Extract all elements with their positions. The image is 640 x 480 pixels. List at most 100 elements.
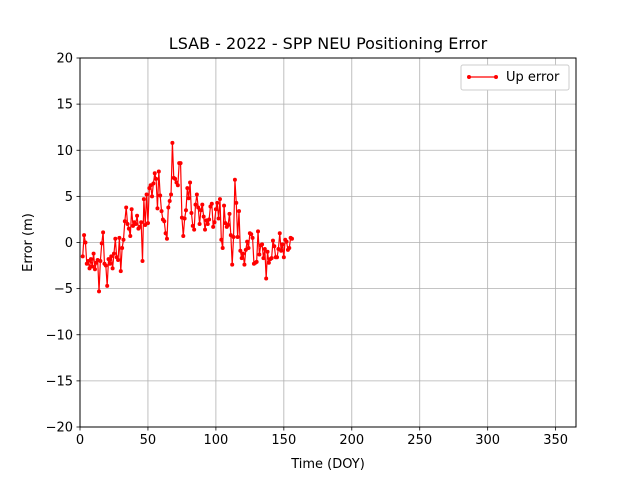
data-point [246, 246, 251, 251]
data-point [111, 251, 116, 256]
data-point [99, 241, 104, 246]
data-point [162, 219, 167, 224]
data-point [163, 231, 168, 236]
y-tick-label: 15 [56, 98, 73, 113]
data-point [239, 256, 244, 261]
x-axis-label: Time (DOY) [290, 457, 365, 472]
data-point [266, 260, 271, 265]
data-point [242, 262, 247, 267]
data-point [198, 208, 203, 213]
data-point [254, 259, 259, 264]
x-tick-label: 200 [339, 433, 364, 448]
y-axis-label: Error (m) [21, 213, 36, 272]
data-point [257, 252, 262, 257]
data-point [185, 186, 190, 191]
legend: Up error [460, 64, 570, 91]
data-point [166, 205, 171, 210]
data-point [193, 202, 198, 207]
data-point [262, 246, 267, 251]
data-point [126, 226, 131, 231]
data-point [83, 240, 88, 245]
data-point [139, 220, 144, 225]
data-point [151, 181, 156, 186]
x-tick-label: 0 [76, 433, 84, 448]
data-point [164, 236, 169, 241]
legend-label-up-error: Up error [506, 70, 560, 85]
data-point [219, 237, 224, 242]
data-point [200, 202, 205, 207]
data-point [189, 210, 194, 215]
data-point [88, 257, 93, 262]
chart-title: LSAB - 2022 - SPP NEU Positioning Error [169, 34, 488, 53]
x-tick-label: 300 [475, 433, 500, 448]
data-point [158, 193, 163, 198]
data-point [289, 236, 294, 241]
data-point [98, 258, 103, 263]
data-point [231, 234, 236, 239]
data-point [103, 263, 108, 268]
data-point [201, 214, 206, 219]
y-tick-label: −15 [46, 374, 73, 389]
data-point [167, 198, 172, 203]
legend-box [460, 64, 570, 91]
data-point [203, 227, 208, 232]
data-point [178, 161, 183, 166]
data-point [284, 239, 289, 244]
data-point [209, 201, 214, 206]
data-point [236, 209, 241, 214]
data-point [105, 283, 110, 288]
data-point [211, 224, 216, 229]
data-point [124, 205, 129, 210]
data-point [217, 197, 222, 202]
data-point [145, 221, 150, 226]
data-point [222, 203, 227, 208]
data-point [109, 254, 114, 259]
data-point [215, 200, 220, 205]
data-point [265, 249, 270, 254]
data-point [269, 256, 274, 261]
data-point [212, 220, 217, 225]
x-tick-label: 100 [203, 433, 228, 448]
data-point [235, 234, 240, 239]
data-point [264, 276, 269, 281]
data-point [155, 206, 160, 211]
data-point [82, 233, 87, 238]
data-point [245, 239, 250, 244]
data-point [156, 169, 161, 174]
y-tick-label: 0 [65, 236, 73, 251]
data-point [150, 194, 155, 199]
data-point [152, 171, 157, 176]
data-point [183, 208, 188, 213]
data-point [194, 192, 199, 197]
data-point [241, 251, 246, 256]
data-point [80, 254, 85, 259]
data-point [144, 192, 149, 197]
data-point [175, 183, 180, 188]
data-point [216, 216, 221, 221]
data-point [181, 234, 186, 239]
data-point [227, 211, 232, 216]
data-point [260, 242, 265, 247]
y-tick-label: −5 [54, 282, 73, 297]
data-point [154, 176, 159, 181]
data-point [141, 197, 146, 202]
data-point [186, 196, 191, 201]
data-point [182, 216, 187, 221]
data-point [250, 235, 255, 240]
data-point [238, 248, 243, 253]
data-point [196, 205, 201, 210]
x-tick-label: 50 [140, 433, 157, 448]
data-point [113, 236, 118, 241]
data-point [205, 222, 210, 227]
data-point [140, 258, 145, 263]
data-point [135, 213, 140, 218]
data-point [220, 246, 225, 251]
data-point [197, 222, 202, 227]
data-point [188, 180, 193, 185]
data-point [270, 238, 275, 243]
data-point [117, 235, 122, 240]
data-point [287, 246, 292, 251]
data-point [107, 261, 112, 266]
data-point [118, 269, 123, 274]
